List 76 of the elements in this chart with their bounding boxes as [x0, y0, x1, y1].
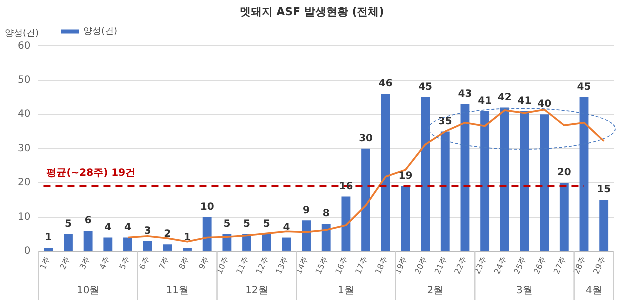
- data-label: 35: [438, 116, 452, 128]
- text: 11월: [166, 286, 189, 297]
- data-label: 45: [577, 82, 592, 94]
- x-tick-label: 21주: [433, 255, 450, 276]
- data-label: 8: [322, 208, 330, 220]
- text: 12월: [246, 286, 268, 297]
- x-tick-label: 12주: [254, 255, 271, 276]
- x-tick-label: 7주: [158, 255, 172, 272]
- x-tick-label: 24주: [492, 255, 509, 276]
- x-tick-label: 29주: [592, 255, 608, 276]
- x-tick-label: 14주: [294, 255, 310, 276]
- x-tick-label: 27주: [552, 255, 568, 276]
- data-label: 30: [359, 133, 374, 144]
- y-tick-label: 20: [18, 178, 31, 189]
- x-tick-label: 3주: [78, 255, 92, 272]
- data-label: 6: [84, 216, 92, 227]
- x-tick-label: 10주: [215, 255, 231, 276]
- x-tick-label: 15주: [314, 255, 330, 276]
- text: 1월: [338, 286, 354, 297]
- text: 3월: [516, 286, 533, 297]
- x-tick-label: 20주: [413, 255, 430, 276]
- data-label: 5: [263, 218, 270, 230]
- x-tick-label: 8주: [178, 255, 192, 272]
- x-tick-label: 13주: [274, 255, 290, 276]
- data-label: 19: [398, 171, 413, 182]
- data-label: 4: [283, 222, 290, 234]
- data-label: 40: [538, 99, 552, 110]
- legend-label: 양성(건): [84, 27, 118, 38]
- data-label: 5: [244, 218, 251, 230]
- data-label: 46: [378, 78, 393, 90]
- data-label: 20: [557, 168, 572, 179]
- data-label: 9: [303, 205, 310, 216]
- data-label: 5: [224, 218, 231, 230]
- x-tick-label: 19주: [394, 255, 410, 276]
- data-label: 15: [597, 184, 612, 196]
- x-tick-label: 11주: [234, 255, 251, 276]
- ref-line-label: 평균(~28주) 19건: [46, 168, 136, 180]
- data-label: 16: [339, 181, 354, 192]
- data-label: 4: [124, 222, 132, 234]
- y-tick-label: 40: [18, 109, 31, 120]
- y-axis-title: 양성(건): [4, 29, 40, 40]
- data-label: 41: [518, 96, 532, 107]
- data-label: 41: [478, 96, 492, 107]
- text: 2월: [427, 286, 444, 297]
- x-tick-label: 4주: [98, 255, 112, 272]
- x-tick-label: 1주: [38, 255, 52, 272]
- data-label: 45: [418, 82, 433, 94]
- data-label: 1: [184, 232, 192, 244]
- x-tick-label: 16주: [334, 255, 350, 276]
- x-tick-label: 26주: [532, 255, 548, 276]
- data-label: 4: [104, 222, 112, 234]
- x-tick-label: 22주: [453, 255, 469, 276]
- data-label: 2: [164, 229, 172, 240]
- x-tick-label: 17주: [354, 255, 370, 276]
- x-tick-label: 6주: [138, 255, 152, 272]
- data-label: 10: [200, 202, 214, 213]
- data-label: 5: [64, 218, 72, 230]
- text: 10월: [76, 286, 100, 297]
- x-tick-label: 5주: [118, 255, 132, 272]
- x-tick-label: 28주: [572, 255, 588, 276]
- x-tick-label: 18주: [374, 255, 390, 276]
- y-tick-label: 60: [18, 40, 31, 52]
- data-label: 42: [498, 92, 512, 104]
- y-tick-label: 30: [18, 143, 31, 154]
- x-tick-label: 9주: [197, 255, 212, 272]
- text: 4월: [586, 286, 602, 297]
- x-tick-label: 25주: [512, 255, 528, 276]
- chart-title: 멧돼지 ASF 발생현황 (전체): [240, 5, 384, 18]
- y-tick-label: 0: [24, 246, 31, 258]
- y-tick-label: 10: [18, 212, 31, 223]
- data-label: 43: [458, 88, 472, 100]
- x-tick-label: 23주: [472, 255, 489, 276]
- data-label: 1: [45, 232, 52, 244]
- data-label: 3: [144, 226, 152, 237]
- y-tick-label: 50: [18, 75, 31, 86]
- x-tick-label: 2주: [58, 255, 72, 272]
